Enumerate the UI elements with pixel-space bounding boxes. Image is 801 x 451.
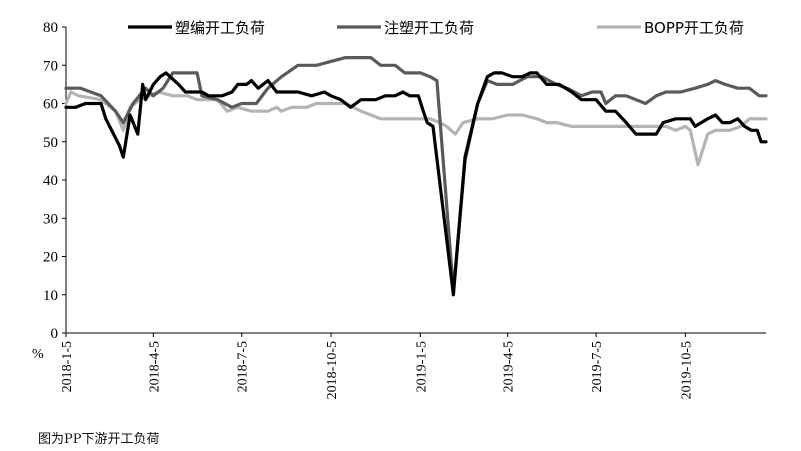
x-tick-label: 2019-1-5 xyxy=(414,341,429,392)
figure-caption: 图为PP下游开工负荷 xyxy=(38,432,160,447)
y-tick-label: 40 xyxy=(43,173,58,189)
series-line-3 xyxy=(64,90,768,167)
chart-axes xyxy=(62,26,766,337)
y-tick-label: 50 xyxy=(43,135,58,151)
x-tick-label: 2018-10-5 xyxy=(325,341,340,399)
y-tick-label: 60 xyxy=(43,97,58,113)
x-tick-label: 2018-7-5 xyxy=(236,341,251,392)
y-axis-unit: % xyxy=(32,347,44,362)
x-tick-labels: 2018-1-5 2018-4-5 2018-7-5 2018-10-5 2019-1-… xyxy=(60,341,694,399)
x-tick-label: 2019-7-5 xyxy=(590,341,605,392)
series-line-1 xyxy=(64,71,768,297)
legend-label-1: 塑编开工负荷 xyxy=(175,19,265,37)
y-tick-label: 70 xyxy=(43,58,58,74)
y-tick-label: 30 xyxy=(43,211,58,227)
legend-label-2: 注塑开工负荷 xyxy=(384,19,474,37)
chart-series xyxy=(64,55,768,297)
y-tick-label: 10 xyxy=(43,288,58,304)
chart-legend: 塑编开工负荷 注塑开工负荷 BOPP开工负荷 xyxy=(128,19,744,37)
y-tick-labels: 0 10 20 30 40 50 60 70 80 xyxy=(43,20,58,342)
x-tick-label: 2019-10-5 xyxy=(679,341,694,399)
series-line-2 xyxy=(64,55,768,293)
y-tick-label: 20 xyxy=(43,250,58,266)
x-tick-label: 2018-1-5 xyxy=(60,341,75,392)
x-tick-label: 2019-4-5 xyxy=(502,341,517,392)
legend-label-3: BOPP开工负荷 xyxy=(644,19,744,37)
x-tick-label: 2018-4-5 xyxy=(147,341,162,392)
y-tick-label: 0 xyxy=(51,326,59,342)
y-tick-label: 80 xyxy=(43,20,58,36)
